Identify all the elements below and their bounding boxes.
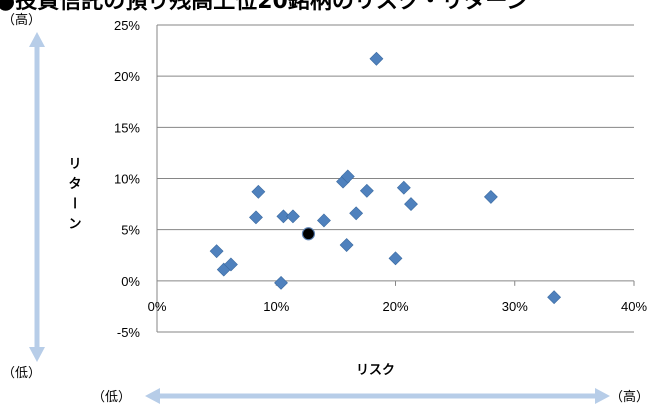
y-tick-label: 10% — [114, 172, 140, 187]
data-point-diamond — [274, 275, 288, 290]
y-direction-arrow-head-down — [29, 347, 45, 362]
x-axis-title: リスク — [356, 363, 395, 378]
y-high-label: （高） — [2, 12, 41, 28]
data-point-diamond — [388, 251, 403, 266]
x-tick-label: 0% — [148, 299, 167, 314]
data-point-diamond — [317, 213, 331, 228]
data-point-diamond — [349, 206, 364, 221]
data-point-diamond — [249, 210, 263, 225]
data-point-circle — [301, 227, 316, 241]
x-low-label: （低） — [92, 390, 131, 405]
y-tick-label: -5% — [117, 325, 141, 340]
x-tick-label: 20% — [382, 299, 408, 314]
y-tick-label: 0% — [121, 274, 140, 289]
y-axis-title-char: タ — [68, 177, 81, 192]
y-axis-title-char: ー — [66, 196, 81, 209]
y-axis-title-char: リ — [68, 157, 81, 172]
data-point-diamond — [483, 189, 498, 204]
data-point-diamond — [369, 51, 384, 66]
data-point-diamond — [251, 184, 266, 199]
y-tick-label: 5% — [121, 223, 140, 238]
data-point-diamond — [286, 209, 300, 224]
data-point-diamond — [224, 257, 238, 272]
data-point-diamond — [404, 197, 418, 212]
x-direction-arrow-head-left — [145, 388, 160, 404]
x-tick-label: 30% — [502, 299, 528, 314]
x-high-label: （高） — [610, 389, 649, 405]
y-axis-title-char: ン — [68, 217, 81, 232]
y-low-label: （低） — [2, 366, 41, 381]
data-point-diamond — [209, 244, 224, 259]
data-point-diamond — [276, 209, 291, 224]
y-tick-label: 15% — [114, 120, 140, 135]
y-tick-label: 20% — [114, 69, 140, 84]
x-tick-label: 10% — [263, 299, 289, 314]
data-point-diamond — [359, 183, 374, 198]
chart-title: ●投資信託の預り残高上位20銘柄のリスク・リターン — [0, 0, 528, 14]
data-point-diamond — [340, 169, 355, 184]
y-direction-arrow-head-up — [29, 32, 45, 47]
data-point-diamond — [396, 180, 411, 195]
data-point-diamond — [339, 238, 354, 252]
y-tick-label: 25% — [114, 18, 140, 33]
x-direction-arrow-head-right — [595, 388, 610, 404]
x-tick-label: 40% — [621, 299, 647, 314]
data-point-diamond — [547, 290, 562, 305]
